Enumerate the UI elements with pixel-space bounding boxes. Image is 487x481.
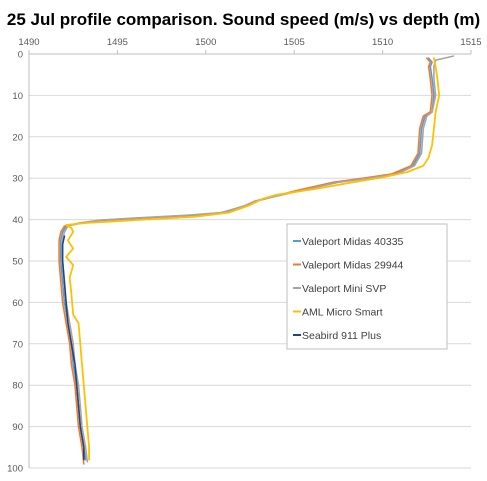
x-tick-label: 1500 [195,37,216,48]
y-tick-label: 100 [7,464,23,475]
y-tick-label: 30 [12,174,23,185]
chart-title: 25 Jul profile comparison. Sound speed (… [7,10,480,29]
axes: 0 10 20 30 40 50 60 70 80 90 100 1490 1495 1500 1505 15… [7,37,481,475]
y-tick-label: 50 [12,257,23,268]
series-line [65,57,441,461]
series-line [61,55,455,463]
x-tick-label: 1495 [107,37,128,48]
x-tick-label: 1505 [284,37,305,48]
x-tick-label: 1510 [372,37,393,48]
legend-label: Valeport Midas 29944 [302,259,404,271]
legend: Valeport Midas 40335 Valeport Midas 29944… [286,223,448,350]
y-tick-label: 80 [12,381,23,392]
legend-label: Seabird 911 Plus [302,330,381,342]
legend-label: AML Micro Smart [302,306,383,318]
y-tick-label: 90 [12,422,23,433]
y-tick-label: 60 [12,298,23,309]
x-tick-label: 1490 [18,37,39,48]
y-tick-label: 10 [12,91,23,102]
legend-label: Valeport Mini SVP [302,283,386,295]
y-tick-label: 40 [12,215,23,226]
series-line [61,235,85,461]
data-series [58,55,455,465]
y-tick-label: 0 [18,50,23,61]
y-tick-label: 20 [12,132,23,143]
y-tick-label: 70 [12,339,23,350]
legend-box [286,223,448,350]
x-tick-label: 1515 [460,37,481,48]
legend-label: Valeport Midas 40335 [302,236,404,248]
